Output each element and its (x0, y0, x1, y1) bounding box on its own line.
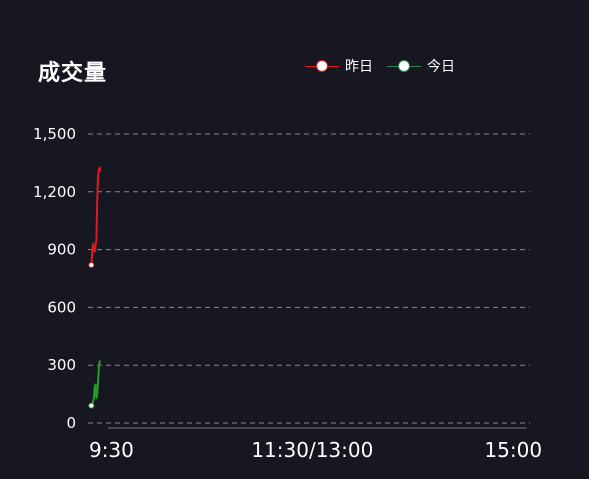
legend-item-today[interactable]: 今日 (387, 56, 455, 76)
y-tick-label-0: 0 (66, 414, 76, 432)
series-1-point-0 (88, 402, 95, 409)
legend-marker-today-icon (387, 59, 421, 73)
x-tick-label-2: 15:00 (484, 438, 542, 462)
y-tick-label-3: 900 (47, 241, 76, 259)
legend-item-yesterday[interactable]: 昨日 (305, 56, 373, 76)
y-tick-label-4: 1,200 (33, 183, 76, 201)
series-line-1 (90, 360, 101, 407)
x-tick-label-1: 11:30/13:00 (251, 438, 373, 462)
legend-label-yesterday: 昨日 (345, 59, 373, 75)
y-tick-label-5: 1,500 (33, 125, 76, 143)
x-tick-label-0: 9:30 (89, 438, 134, 462)
series-0-point-0 (88, 262, 95, 269)
series-line-0 (90, 166, 102, 266)
y-tick-label-2: 600 (47, 298, 76, 316)
legend-marker-yesterday-icon (305, 59, 339, 73)
chart-title: 成交量 (38, 61, 108, 86)
legend-label-today: 今日 (427, 59, 455, 75)
chart-legend: 昨日 今日 (305, 56, 469, 76)
y-tick-label-1: 300 (47, 356, 76, 374)
